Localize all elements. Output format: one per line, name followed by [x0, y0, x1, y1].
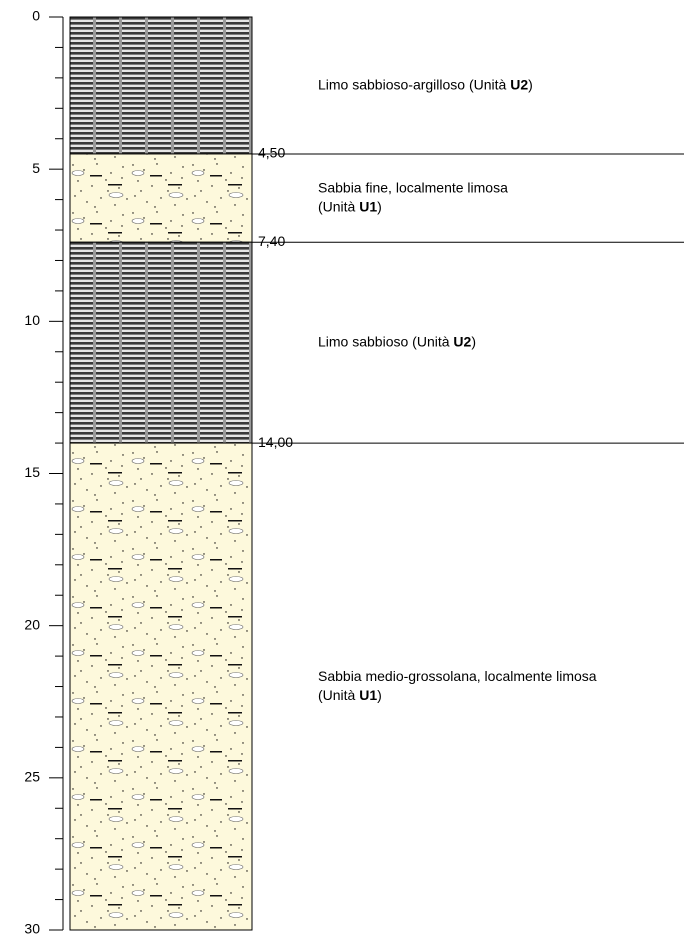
text-span: U1 [359, 687, 377, 703]
y-tick-label: 15 [24, 464, 40, 480]
layer-description: Sabbia medio-grossolana, localmente limo… [318, 668, 597, 684]
y-tick-label: 0 [32, 8, 40, 24]
layer [70, 242, 252, 443]
boundary-label: 7,40 [258, 233, 285, 249]
text-span: Sabbia medio-grossolana, localmente limo… [318, 668, 597, 684]
layer-description: (Unità U1) [318, 198, 382, 214]
y-tick-label: 20 [24, 616, 40, 632]
text-span: ) [377, 687, 382, 703]
text-span: U1 [359, 198, 377, 214]
layer [70, 17, 252, 154]
layer-description: (Unità U1) [318, 687, 382, 703]
y-tick-label: 25 [24, 769, 40, 785]
layer-description: Limo sabbioso (Unità U2) [318, 333, 476, 349]
y-tick-label: 5 [32, 160, 40, 176]
boundary-label: 14,00 [258, 434, 293, 450]
layer-description: Sabbia fine, localmente limosa [318, 179, 508, 195]
layer [70, 154, 252, 242]
text-span: U2 [453, 333, 471, 349]
boundary-label: 4,50 [258, 145, 285, 161]
chart: Limo sabbioso-argilloso (Unità U2) Sabbia… [0, 0, 684, 938]
y-tick-label: 30 [24, 921, 40, 937]
text-span: U2 [510, 76, 528, 92]
text-span: (Unità [318, 198, 359, 214]
text-span: ) [471, 333, 476, 349]
y-tick-label: 10 [24, 312, 40, 328]
text-span: Limo sabbioso-argilloso (Unità [318, 76, 510, 92]
layer-description: Limo sabbioso-argilloso (Unità U2) [318, 76, 533, 92]
text-span: ) [528, 76, 533, 92]
text-span: (Unità [318, 687, 359, 703]
text-span: ) [377, 198, 382, 214]
text-span: Sabbia fine, localmente limosa [318, 179, 508, 195]
text-span: Limo sabbioso (Unità [318, 333, 453, 349]
layer [70, 443, 252, 930]
